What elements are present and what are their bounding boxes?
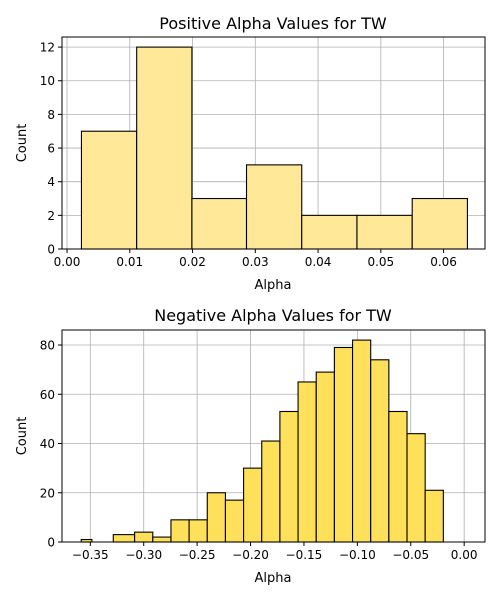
y-tick-label: 80: [40, 339, 55, 353]
x-tick-label: −0.25: [179, 548, 216, 562]
x-tick-label: −0.20: [232, 548, 269, 562]
chart-title: Positive Alpha Values for TW: [159, 14, 387, 33]
x-axis-label: Alpha: [255, 571, 292, 586]
y-axis-ticks: 0 20 40 60 80: [40, 339, 62, 550]
histogram-bar: [333, 346, 354, 543]
histogram-bar: [191, 197, 248, 250]
plot-frame: [61, 329, 486, 543]
y-tick-label: 60: [40, 388, 55, 402]
positive-alpha-histogram: Positive Alpha Values for TW Alpha Count…: [15, 14, 486, 293]
x-tick-label: −0.10: [339, 548, 376, 562]
x-tick-label: 0.00: [451, 548, 478, 562]
histogram-bar: [301, 214, 358, 250]
x-tick-label: −0.35: [72, 548, 109, 562]
histogram-bar: [170, 519, 190, 543]
histogram-bars: [80, 339, 444, 543]
y-tick-label: 6: [47, 142, 55, 156]
y-tick-label: 40: [40, 437, 55, 451]
x-tick-label: 0.01: [116, 255, 143, 269]
histogram-bar: [261, 440, 281, 543]
y-axis-label: Count: [15, 124, 30, 163]
histogram-bar: [152, 536, 172, 543]
y-tick-label: 0: [47, 536, 55, 550]
histogram-bar: [134, 531, 154, 543]
histogram-bar: [388, 410, 408, 543]
x-tick-label: 0.00: [54, 255, 81, 269]
histogram-bar: [136, 46, 193, 250]
y-axis-ticks: 0 2 4 6 8 10 12: [40, 41, 62, 257]
y-tick-label: 2: [47, 209, 55, 223]
x-tick-label: 0.03: [242, 255, 269, 269]
histogram-bar: [411, 197, 468, 250]
x-tick-label: 0.06: [430, 255, 457, 269]
histogram-bar: [206, 492, 226, 543]
y-tick-label: 10: [40, 74, 55, 88]
negative-alpha-histogram: Negative Alpha Values for TW Alpha Count…: [15, 306, 486, 586]
y-axis-label: Count: [15, 417, 30, 456]
histogram-bar: [297, 381, 317, 543]
histogram-bar: [80, 130, 138, 250]
histogram-bar: [424, 489, 444, 543]
histogram-bar: [351, 339, 372, 543]
histogram-bar: [279, 410, 299, 543]
histogram-bar: [188, 519, 208, 543]
x-axis-ticks: 0.00 0.01 0.02 0.03 0.04 0.05 0.06: [54, 249, 457, 269]
y-tick-label: 4: [47, 175, 55, 189]
x-axis-label: Alpha: [255, 278, 292, 293]
histogram-bars: [80, 46, 468, 250]
x-axis-ticks: −0.35 −0.30 −0.25 −0.20 −0.15 −0.10 −0.05 0.00: [72, 542, 478, 562]
x-tick-label: −0.05: [392, 548, 429, 562]
histogram-bar: [370, 359, 390, 543]
x-tick-label: 0.05: [367, 255, 394, 269]
y-tick-label: 0: [47, 243, 55, 257]
histogram-bar: [243, 467, 263, 543]
histogram-bar: [315, 371, 335, 543]
x-tick-label: 0.04: [305, 255, 332, 269]
x-tick-label: −0.30: [125, 548, 162, 562]
x-tick-label: −0.15: [286, 548, 323, 562]
histogram-bar: [356, 214, 413, 250]
x-tick-label: 0.02: [179, 255, 206, 269]
y-tick-label: 8: [47, 108, 55, 122]
y-tick-label: 20: [40, 486, 55, 500]
histogram-bar: [112, 534, 136, 543]
y-tick-label: 12: [40, 41, 55, 55]
histogram-bar: [406, 433, 426, 543]
chart-title: Negative Alpha Values for TW: [154, 306, 392, 325]
plot-frame: [61, 36, 486, 250]
histogram-bar: [224, 499, 245, 543]
histogram-bar: [245, 164, 303, 250]
